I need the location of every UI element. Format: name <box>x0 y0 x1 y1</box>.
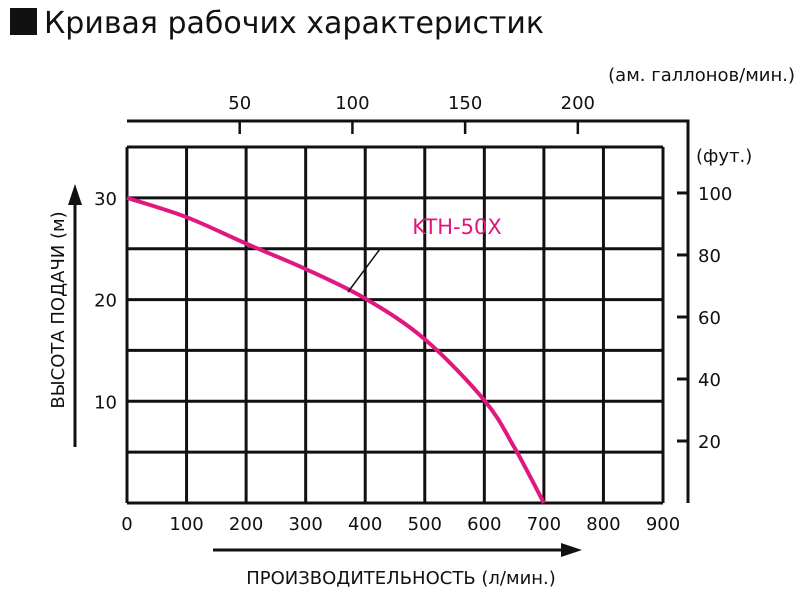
x-tick-label: 300 <box>288 514 322 535</box>
x-tick-label: 200 <box>229 514 263 535</box>
x-tick-label: 700 <box>527 514 561 535</box>
y-arrowhead-icon <box>68 184 82 205</box>
x-tick-label: 0 <box>121 514 132 535</box>
secondary-y-label: (фут.) <box>696 146 752 167</box>
x-arrowhead-icon <box>561 543 582 557</box>
secondary-y-tick-label: 60 <box>698 308 721 329</box>
y-tick-label: 30 <box>94 189 117 210</box>
secondary-x-tick-label: 100 <box>335 93 369 114</box>
x-tick-label: 400 <box>348 514 382 535</box>
x-tick-label: 800 <box>586 514 620 535</box>
y-tick-label: 20 <box>94 291 117 312</box>
secondary-y-tick-label: 20 <box>698 432 721 453</box>
secondary-x-tick-label: 50 <box>228 93 251 114</box>
secondary-x-tick-label: 200 <box>561 93 595 114</box>
secondary-x-tick-label: 150 <box>448 93 482 114</box>
secondary-y-tick-label: 40 <box>698 370 721 391</box>
secondary-x-label: (ам. галлонов/мин.) <box>608 65 795 86</box>
x-tick-label: 500 <box>408 514 442 535</box>
secondary-y-tick-label: 100 <box>698 184 732 205</box>
series-label: KTH-50X <box>412 215 501 239</box>
secondary-y-tick-label: 80 <box>698 246 721 267</box>
x-axis-label: ПРОИЗВОДИТЕЛЬНОСТЬ (л/мин.) <box>246 568 556 589</box>
x-tick-label: 100 <box>169 514 203 535</box>
y-tick-label: 10 <box>94 392 117 413</box>
series-leader-line <box>347 248 528 293</box>
y-axis-label: ВЫСОТА ПОДАЧИ (м) <box>48 211 69 408</box>
chart-title: Кривая рабочих характеристик <box>44 6 544 41</box>
x-tick-label: 600 <box>467 514 501 535</box>
x-tick-label: 900 <box>646 514 680 535</box>
title-square-icon <box>10 8 37 35</box>
series-line <box>126 195 546 504</box>
